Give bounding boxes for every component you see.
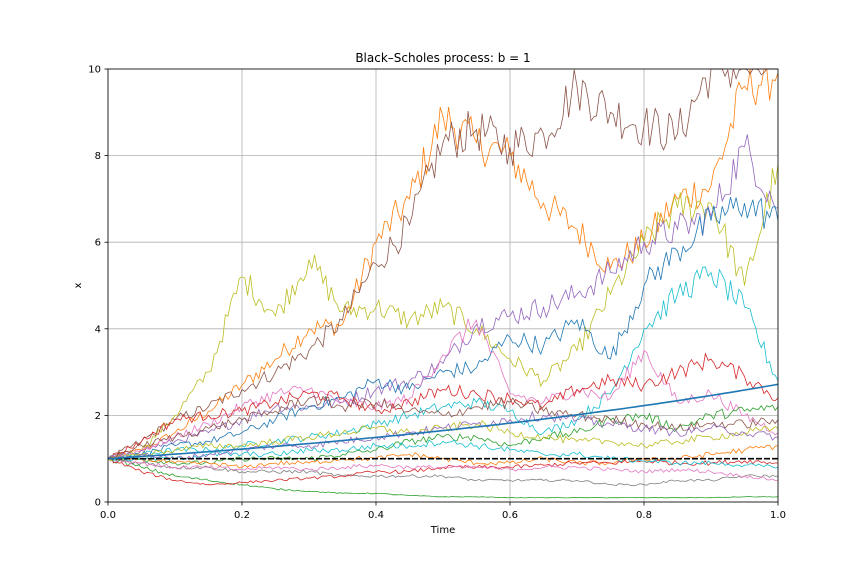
series-paths xyxy=(107,68,779,499)
x-tick-label-4: 0.8 xyxy=(636,510,652,521)
x-tick-label-5: 1.0 xyxy=(770,510,786,521)
series-path-0 xyxy=(107,68,779,460)
series-path-2 xyxy=(107,164,779,460)
series-path-7 xyxy=(107,352,779,460)
y-tick-label-2: 4 xyxy=(95,324,101,335)
x-tick-label-0: 0.0 xyxy=(100,510,116,521)
x-tick-label-3: 0.6 xyxy=(502,510,518,521)
series-path-1 xyxy=(107,68,778,460)
y-tick-label-3: 6 xyxy=(95,238,101,249)
series-path-9 xyxy=(107,456,779,487)
y-tick-label-0: 0 xyxy=(95,498,101,509)
expectation-curve xyxy=(107,383,779,460)
y-axis-ticks: 0 2 4 6 8 10 xyxy=(88,65,108,509)
series-path-8 xyxy=(107,404,779,466)
y-tick-label-1: 2 xyxy=(95,411,101,422)
chart-title: Black–Scholes process: b = 1 xyxy=(355,51,530,65)
series-path-17 xyxy=(107,410,779,461)
y-axis-label: x xyxy=(73,282,84,288)
series-path-3 xyxy=(107,134,779,459)
x-tick-label-1: 0.2 xyxy=(234,510,250,521)
y-tick-label-4: 8 xyxy=(95,151,101,162)
series-path-13 xyxy=(107,457,779,482)
series-path-10 xyxy=(107,456,779,499)
y-tick-label-5: 10 xyxy=(88,65,101,76)
series-path-14 xyxy=(107,439,779,469)
axes-frame xyxy=(107,68,779,503)
series-path-16 xyxy=(107,395,779,460)
x-tick-label-2: 0.4 xyxy=(368,510,384,521)
x-axis-ticks: 0.0 0.2 0.4 0.6 0.8 1.0 xyxy=(100,502,786,521)
series-path-4 xyxy=(107,197,779,460)
expectation-curve-group xyxy=(107,383,779,460)
x-axis-label: Time xyxy=(430,525,455,536)
